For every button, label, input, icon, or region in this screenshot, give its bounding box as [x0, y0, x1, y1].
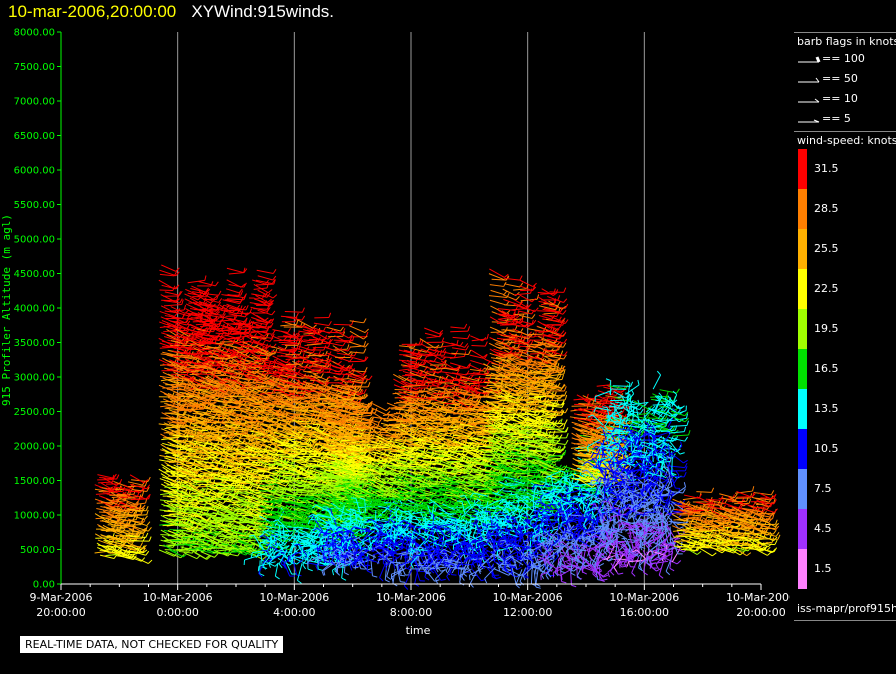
wind-barb: [199, 282, 219, 286]
wind-barb: [132, 556, 152, 564]
wind-barb: [130, 475, 148, 483]
wind-barb: [380, 563, 386, 581]
wind-barb: [393, 569, 397, 586]
wind-barb: [132, 526, 152, 531]
wind-profile-chart: 0.00500.001000.001500.002000.002500.0030…: [0, 0, 790, 640]
wind-barb: [188, 275, 206, 282]
wind-barb: [453, 334, 470, 338]
wind-barb: [489, 293, 509, 297]
wind-barb: [369, 549, 384, 558]
wind-barb: [161, 265, 179, 271]
wind-barb: [426, 343, 443, 348]
wind-barb: [420, 339, 439, 348]
wind-barb: [258, 562, 275, 572]
wind-barb: [426, 338, 444, 343]
wind-barb: [470, 360, 490, 365]
wind-barb: [314, 313, 330, 318]
wind-barb: [334, 356, 353, 362]
wind-barb: [297, 563, 302, 583]
wind-barb: [257, 269, 276, 273]
wind-barb: [350, 349, 366, 353]
wind-barb: [349, 326, 368, 333]
wind-barb: [430, 374, 449, 378]
wind-barb: [491, 290, 508, 294]
wind-barb: [258, 276, 276, 280]
wind-barb: [451, 350, 470, 355]
wind-barb: [450, 324, 466, 328]
wind-barbs: [95, 265, 780, 590]
wind-barb: [489, 269, 508, 278]
wind-barb: [281, 313, 298, 317]
wind-barb: [244, 555, 261, 565]
wind-barb: [226, 289, 242, 293]
wind-barb: [424, 328, 443, 334]
wind-barb: [490, 282, 506, 286]
wind-barb: [159, 280, 178, 289]
wind-barb: [471, 342, 487, 347]
wind-barb: [161, 296, 178, 301]
